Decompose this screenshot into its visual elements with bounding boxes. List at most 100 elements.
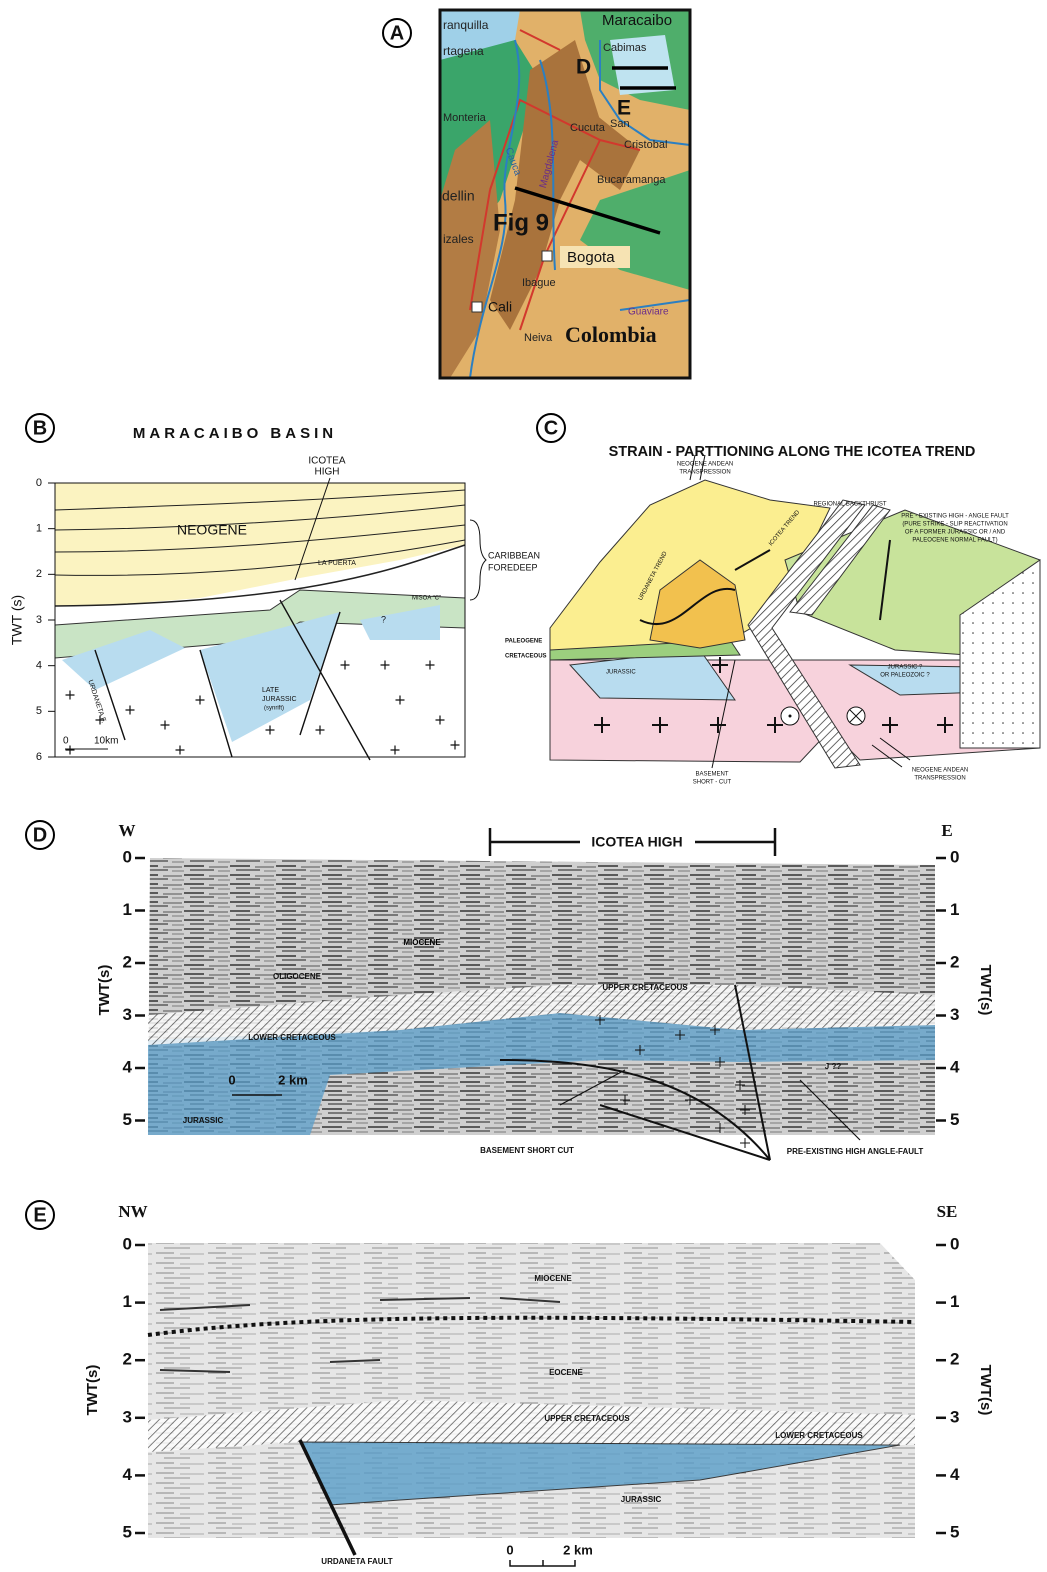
unit-label: OLIGOCENE xyxy=(273,972,322,981)
direction-label: NW xyxy=(118,1202,147,1221)
panel-b: B MARACAIBO BASIN NEOGENE ICOTEA HIGH LA… xyxy=(9,414,540,763)
tick-label: 3 xyxy=(950,1005,959,1024)
unit-label: MISOA "C" xyxy=(412,596,441,602)
axis-label: TWT(s) xyxy=(977,965,994,1016)
place-label: Cucuta xyxy=(570,122,606,134)
tick-label: 5 xyxy=(950,1522,959,1541)
place-label: Bucaramanga xyxy=(597,174,666,186)
brace xyxy=(470,520,486,600)
annotation: PRE - EXISTING HIGH - ANGLE FAULT xyxy=(901,514,1009,520)
place-label: San xyxy=(610,118,630,130)
panel-c: C STRAIN - PARTTIONING ALONG THE ICOTEA … xyxy=(505,414,1040,786)
unit-label: NEOGENE xyxy=(177,522,247,538)
annotation: (PURE STRIKE - SLIP REACTIVATION xyxy=(902,522,1007,528)
annotation: OF A FORMER JURASSIC OR / AND xyxy=(905,530,1006,536)
scale-label: 0 xyxy=(228,1072,235,1087)
unit-label: JURASSIC xyxy=(606,670,636,676)
unit-label: JURASSIC xyxy=(262,696,297,703)
tick-label: 4 xyxy=(950,1465,960,1484)
scale-label: 0 xyxy=(506,1542,513,1557)
place-label: Cali xyxy=(488,299,512,315)
unit-label: JURASSIC xyxy=(183,1116,224,1125)
direction-label: E xyxy=(941,821,952,840)
tick-label: 2 xyxy=(950,1350,959,1369)
place-label: izales xyxy=(443,232,474,246)
panel-label: C xyxy=(544,417,558,439)
panel-label: D xyxy=(33,824,47,846)
annotation: NEOGENE ANDEAN xyxy=(677,462,733,468)
unit-label: (synrift) xyxy=(264,706,284,712)
scale-label: 0 xyxy=(63,736,69,747)
place-label: ranquilla xyxy=(443,18,489,32)
place-label: Maracaibo xyxy=(602,12,672,29)
tick-label: 6 xyxy=(36,751,42,763)
tick-label: 1 xyxy=(36,523,42,535)
unit-label: J ?? xyxy=(825,1062,842,1071)
panel-label: B xyxy=(33,417,47,439)
annotation: ? xyxy=(381,614,386,624)
scale-bar xyxy=(510,1560,575,1566)
tick-label: 2 xyxy=(950,952,959,971)
direction-label: W xyxy=(119,821,136,840)
section-label: D xyxy=(576,56,591,79)
tick-label: 0 xyxy=(123,1234,132,1253)
out-of-plane-symbol xyxy=(789,715,792,718)
tick-label: 1 xyxy=(123,1292,132,1311)
figure-reference: Fig 9 xyxy=(493,209,549,236)
place-label: Cristobal xyxy=(624,139,667,151)
tick-label: 1 xyxy=(950,900,959,919)
unit-label: MIOCENE xyxy=(403,938,441,947)
place-label: Cabimas xyxy=(603,42,647,54)
structure-label: ICOTEA HIGH xyxy=(591,834,682,850)
panel-label: E xyxy=(33,1204,46,1226)
tick-label: 2 xyxy=(123,1350,132,1369)
direction-label: SE xyxy=(937,1202,958,1221)
tick-label: 3 xyxy=(123,1005,132,1024)
axis-label: TWT(s) xyxy=(84,1365,101,1416)
structure-label: ICOTEA xyxy=(308,456,346,467)
scale-label: 2 km xyxy=(563,1542,593,1557)
annotation: TRANSPRESSION xyxy=(679,470,730,476)
figure: A ranquilla rtagena Maracaibo Cabimas D … xyxy=(0,0,1047,1572)
annotation: SHORT - CUT xyxy=(693,780,732,786)
tick-label: 4 xyxy=(36,660,42,672)
annotation: BASEMENT SHORT CUT xyxy=(480,1146,574,1155)
river-label: Guaviare xyxy=(628,307,669,318)
tick-label: 0 xyxy=(950,1234,959,1253)
city-marker xyxy=(472,302,482,312)
annotation: PRE-EXISTING HIGH ANGLE-FAULT xyxy=(787,1147,924,1156)
panel-d: D W E ICOTEA HIGH MIOCENE OLIGOCENE UPPE… xyxy=(26,821,994,1160)
axis-label: TWT(s) xyxy=(96,965,113,1016)
annotation: FOREDEEP xyxy=(488,562,538,572)
place-label: Neiva xyxy=(524,332,553,344)
annotation: NEOGENE ANDEAN xyxy=(912,768,968,774)
place-label: Ibague xyxy=(522,277,556,289)
unit-label: JURASSIC ? xyxy=(888,665,923,671)
tick-label: 4 xyxy=(123,1465,133,1484)
unit-label: UPPER CRETACEOUS xyxy=(602,983,688,992)
tick-label: 1 xyxy=(950,1292,959,1311)
tick-label: 4 xyxy=(950,1057,960,1076)
annotation: CARIBBEAN xyxy=(488,550,540,560)
tick-label: 5 xyxy=(950,1110,959,1129)
country-label: Colombia xyxy=(565,322,657,347)
annotation: PALEOCENE NORMAL FAULT) xyxy=(912,538,997,544)
place-label: rtagena xyxy=(443,44,484,58)
place-label: Monteria xyxy=(443,112,487,124)
scale-label: 2 km xyxy=(278,1072,308,1087)
unit-label: LA PUERTA xyxy=(318,560,356,567)
tick-label: 0 xyxy=(123,847,132,866)
panel-label: A xyxy=(390,22,404,44)
panel-a: A ranquilla rtagena Maracaibo Cabimas D … xyxy=(383,10,690,378)
tick-label: 3 xyxy=(36,614,42,626)
panel-e: E NW SE MIOCENE EOCENE UPPER CRETACEOUS … xyxy=(26,1201,994,1566)
panel-title: MARACAIBO BASIN xyxy=(133,425,337,442)
annotation: REGIONAL BACKTHRUST xyxy=(813,502,886,508)
place-label: dellin xyxy=(442,188,475,204)
tick-label: 0 xyxy=(950,847,959,866)
tick-label: 2 xyxy=(123,952,132,971)
annotation: TRANSPRESSION xyxy=(914,776,965,782)
section-label: E xyxy=(617,97,631,120)
tick-label: 5 xyxy=(36,705,42,717)
seismic-section xyxy=(148,1243,915,1538)
